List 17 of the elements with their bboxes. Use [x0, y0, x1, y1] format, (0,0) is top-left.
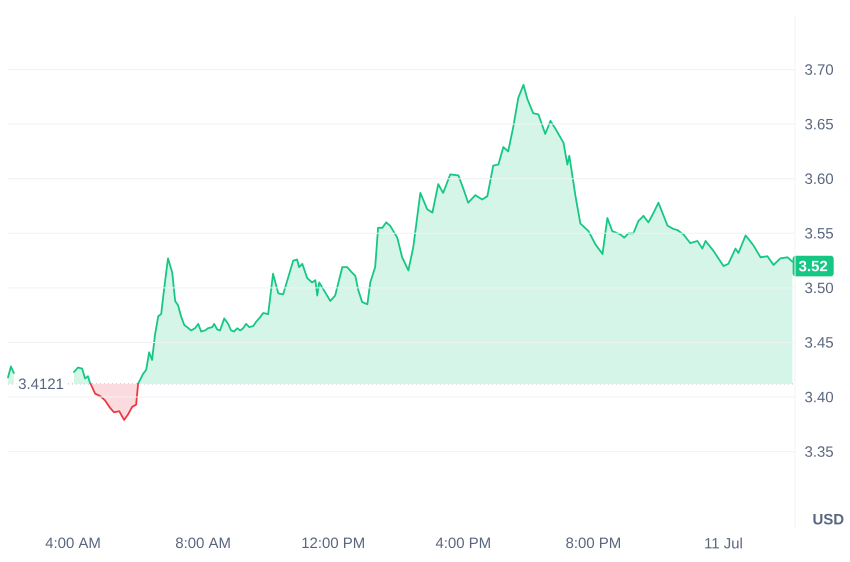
y-tick-label: 3.50 [805, 282, 834, 294]
y-tick-label: 3.70 [805, 64, 834, 75]
y-tick-label: 3.65 [805, 118, 833, 130]
y-tick-label: 3.35 [805, 446, 833, 457]
y-tick-label: 3.40 [805, 392, 834, 402]
x-tick-label: 4:00 PM [436, 538, 490, 548]
x-tick-label: 8:00 AM [176, 538, 230, 548]
x-tick-label: 4:00 AM [46, 538, 100, 548]
x-tick-label: 11 Jul [705, 538, 742, 548]
ref-line-label: 3.4121 [18, 378, 64, 390]
x-tick-label: 12:00 PM [302, 538, 364, 548]
x-tick-label: 8:00 PM [566, 538, 620, 548]
y-tick-label: 3.60 [805, 173, 834, 184]
y-tick-label: 3.45 [805, 337, 833, 348]
y-tick-label: 3.55 [805, 228, 833, 239]
annotation: 3.52 [798, 260, 828, 272]
y-axis-title: USD [813, 514, 844, 524]
